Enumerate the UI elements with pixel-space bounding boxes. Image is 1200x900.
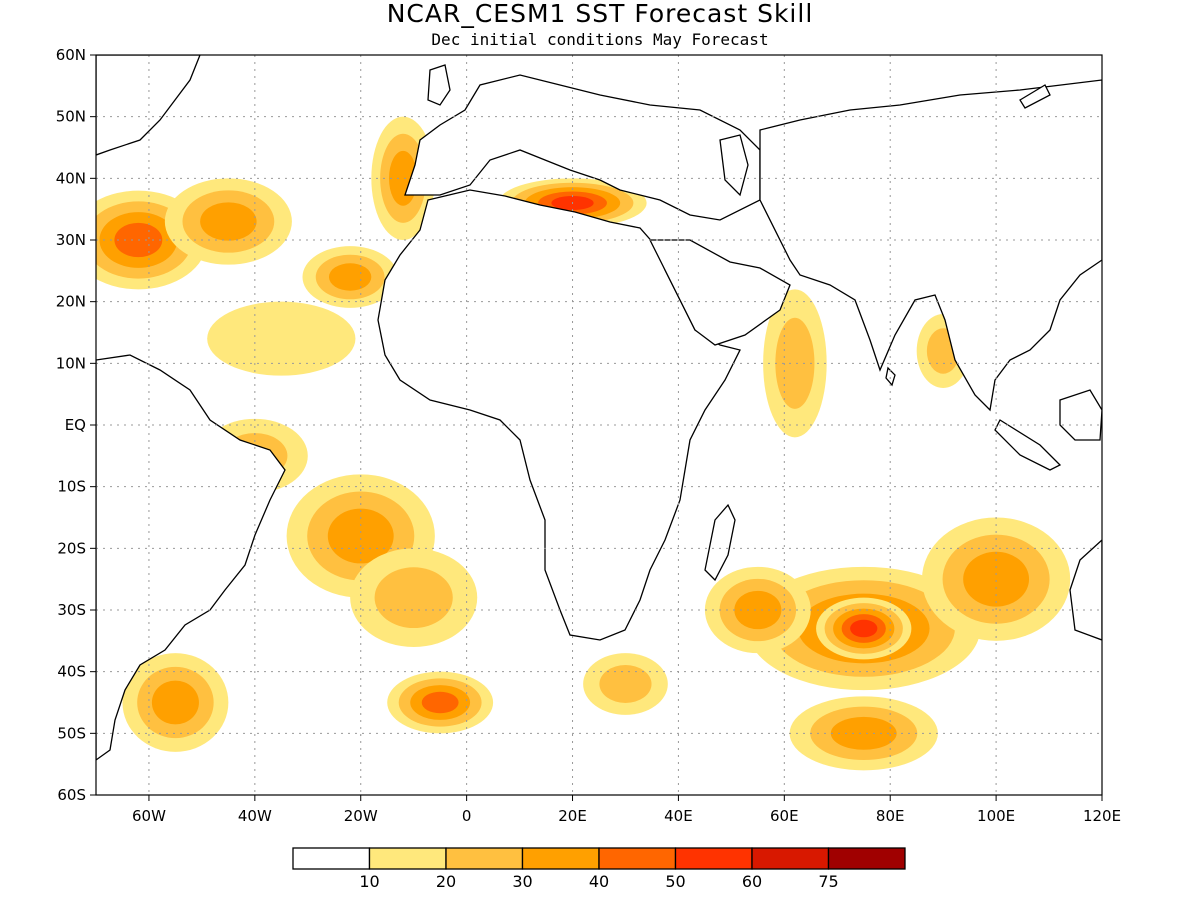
skill-contour-north-atlantic-sub-3 [200, 202, 257, 241]
lat-tick-label: 20S [57, 539, 86, 557]
north-america-landmass [96, 55, 201, 156]
colorbar-swatch [674, 847, 753, 870]
skill-field [96, 116, 1071, 771]
asia-landmass [759, 79, 1102, 412]
sumatra-landmass [994, 419, 1062, 471]
colorbar-swatch [827, 847, 906, 870]
lon-tick-label: 40E [664, 807, 693, 825]
lat-tick-label: 10N [56, 354, 86, 372]
colorbar-label: 40 [589, 872, 609, 891]
skill-contour-agulhas-2 [599, 665, 652, 703]
lon-tick-label: 40W [238, 807, 272, 825]
lon-tick-label: 20W [344, 807, 378, 825]
lat-tick-label: 20N [56, 293, 86, 311]
lat-tick-label: 40N [56, 169, 86, 187]
page-title: NCAR_CESM1 SST Forecast Skill [387, 0, 814, 28]
skill-contour-south-atlantic-central-3 [327, 508, 394, 564]
lat-tick-label: 50S [57, 724, 86, 742]
japan-landmass [1019, 84, 1051, 109]
skill-contour-south-atlantic-east-2 [374, 567, 453, 629]
lat-tick-label: 60N [56, 46, 86, 64]
lon-tick-label: 60E [770, 807, 799, 825]
colorbar-swatch [751, 847, 830, 870]
madagascar-landmass [704, 503, 736, 582]
lat-tick-label: 10S [57, 478, 86, 496]
gridlines [96, 55, 1102, 795]
lon-tick-label: 100E [977, 807, 1015, 825]
skill-contour-argentine-shelf-3 [151, 680, 199, 725]
skill-contour-canary-current-3 [328, 263, 372, 291]
borneo-landmass [1059, 389, 1102, 441]
colorbar-label: 30 [512, 872, 532, 891]
uk-landmass [427, 64, 451, 106]
colorbar-swatch [368, 847, 447, 870]
colorbar-label: 50 [665, 872, 685, 891]
colorbar-label: 10 [359, 872, 379, 891]
lon-tick-label: 0 [462, 807, 472, 825]
lat-tick-label: EQ [65, 416, 86, 434]
longitude-axis: 60W 40W 20W 0 20E 40E 60E 80E 100E 120E [132, 795, 1121, 825]
south-america-landmass [96, 354, 286, 761]
lat-tick-label: 50N [56, 108, 86, 126]
colorbar: 10 20 30 40 50 60 75 [292, 847, 906, 891]
skill-contour-indian-ocean-east-3 [963, 551, 1030, 607]
colorbar-label: 75 [818, 872, 838, 891]
skill-contour-arabian-sea-2 [775, 317, 815, 409]
page-subtitle: Dec initial conditions May Forecast [431, 30, 768, 49]
caspian-sea [719, 134, 749, 197]
arabia-landmass [648, 239, 791, 346]
australia-landmass [1069, 539, 1102, 641]
map-panel: 60N 50N 40N 30N 20N 10N EQ 10S 20S 30S 40S 50S 60S 6… [56, 46, 1121, 825]
skill-contour-tropical-north-atlantic-1 [207, 301, 356, 376]
colorbar-swatch [521, 847, 600, 870]
colorbar-swatch [598, 847, 677, 870]
colorbar-swatch [292, 847, 371, 870]
sri-lanka-landmass [885, 366, 896, 387]
lat-tick-label: 60S [57, 786, 86, 804]
lat-tick-label: 30N [56, 231, 86, 249]
skill-contour-south-atlantic-45s-4 [421, 691, 459, 714]
colorbar-swatch [445, 847, 524, 870]
lon-tick-label: 60W [132, 807, 166, 825]
coastlines [96, 55, 1102, 761]
lon-tick-label: 120E [1083, 807, 1121, 825]
lon-tick-label: 80E [876, 807, 905, 825]
skill-contour-indian-ocean-west-3 [734, 590, 782, 630]
skill-contour-southern-indian-50s-3 [830, 716, 897, 750]
skill-contour-indian-ocean-core-5 [850, 619, 878, 638]
colorbar-label: 60 [742, 872, 762, 891]
africa-landmass [377, 189, 741, 641]
lat-tick-label: 30S [57, 601, 86, 619]
colorbar-label: 20 [436, 872, 456, 891]
latitude-axis: 60N 50N 40N 30N 20N 10N EQ 10S 20S 30S 40S 50S 60S [56, 46, 96, 804]
lat-tick-label: 40S [57, 663, 86, 681]
lon-tick-label: 20E [558, 807, 587, 825]
